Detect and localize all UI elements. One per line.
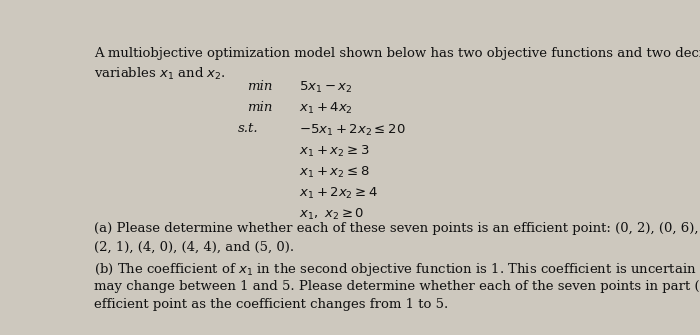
Text: min: min bbox=[248, 101, 273, 114]
Text: $-5x_1 + 2x_2 \leq 20$: $-5x_1 + 2x_2 \leq 20$ bbox=[299, 123, 406, 138]
Text: A multiobjective optimization model shown below has two objective functions and : A multiobjective optimization model show… bbox=[94, 47, 700, 60]
Text: $5x_1 - x_2$: $5x_1 - x_2$ bbox=[299, 80, 353, 95]
Text: min: min bbox=[248, 80, 273, 93]
Text: variables $x_1$ and $x_2$.: variables $x_1$ and $x_2$. bbox=[94, 66, 226, 82]
Text: efficient point as the coefficient changes from 1 to 5.: efficient point as the coefficient chang… bbox=[94, 298, 448, 312]
Text: (a) Please determine whether each of these seven points is an efficient point: (: (a) Please determine whether each of the… bbox=[94, 222, 700, 235]
Text: s.t.: s.t. bbox=[238, 123, 259, 135]
Text: (b) The coefficient of $x_1$ in the second objective function is 1. This coeffic: (b) The coefficient of $x_1$ in the seco… bbox=[94, 261, 700, 278]
Text: $x_1,\ x_2 \geq 0$: $x_1,\ x_2 \geq 0$ bbox=[299, 207, 365, 222]
Text: may change between 1 and 5. Please determine whether each of the seven points in: may change between 1 and 5. Please deter… bbox=[94, 280, 700, 292]
Text: $x_1 + x_2 \geq 3$: $x_1 + x_2 \geq 3$ bbox=[299, 144, 370, 159]
Text: $x_1 + x_2 \leq 8$: $x_1 + x_2 \leq 8$ bbox=[299, 165, 370, 180]
Text: (2, 1), (4, 0), (4, 4), and (5, 0).: (2, 1), (4, 0), (4, 4), and (5, 0). bbox=[94, 241, 294, 254]
Text: $x_1 + 4x_2$: $x_1 + 4x_2$ bbox=[299, 101, 353, 117]
Text: $x_1 + 2x_2 \geq 4$: $x_1 + 2x_2 \geq 4$ bbox=[299, 186, 378, 201]
